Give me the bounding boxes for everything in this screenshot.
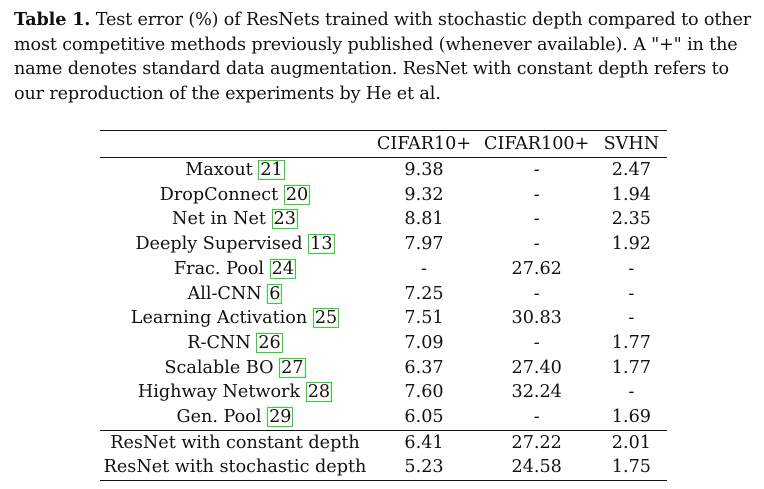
method-name: ResNet with stochastic depth (100, 455, 370, 482)
cifar100-value: 27.40 (511, 357, 562, 378)
method-name-cell: Highway Network 28 (100, 380, 370, 405)
cifar100-value: 32.24 (511, 382, 562, 403)
prior-methods-body: Maxout 21 9.38 - 2.47 DropConnect 20 9.32 - 1.9… (100, 158, 667, 431)
svhn-value: 1.77 (611, 332, 651, 353)
table-row: DropConnect 20 9.32 - 1.94 (100, 183, 667, 208)
table-row: Highway Network 28 7.60 32.24 - (100, 380, 667, 405)
method-name: All-CNN (187, 283, 262, 304)
table-row: Gen. Pool 29 6.05 - 1.69 (100, 405, 667, 430)
method-name-cell: Deeply Supervised 13 (100, 232, 370, 257)
cifar10-value: - (421, 258, 427, 279)
citation-link[interactable]: 20 (283, 184, 311, 205)
table-row: Deeply Supervised 13 7.97 - 1.92 (100, 232, 667, 257)
cifar10-value: 9.38 (404, 160, 444, 180)
header-cifar10: CIFAR10+ (370, 130, 478, 158)
method-name: Deeply Supervised (135, 234, 303, 255)
method-name: ResNet with constant depth (100, 429, 370, 456)
method-name-cell: Learning Activation 25 (100, 306, 370, 331)
caption-label: Table 1. (14, 9, 91, 30)
citation-link[interactable]: 23 (271, 209, 298, 230)
cifar100-value: 30.83 (511, 308, 562, 329)
table-row: Net in Net 23 8.81 - 2.35 (100, 207, 667, 232)
method-name-cell: Frac. Pool 24 (100, 257, 370, 282)
caption-text: Test error (%) of ResNets trained with s… (14, 10, 751, 104)
citation-link[interactable]: 13 (308, 234, 335, 255)
citation-link[interactable]: 29 (267, 407, 294, 428)
table-row: All-CNN 6 7.25 - - (100, 282, 667, 307)
citation-link[interactable]: 24 (269, 258, 297, 279)
cifar10-value: 8.81 (404, 209, 444, 230)
method-name-cell: DropConnect 20 (100, 183, 370, 208)
table-row: ResNet with constant depth 6.41 27.22 2.01 (100, 429, 668, 456)
method-name-cell: Net in Net 23 (100, 207, 370, 232)
method-name-cell: Gen. Pool 29 (100, 405, 370, 430)
cifar100-value: - (533, 332, 540, 353)
svhn-value: - (628, 308, 635, 329)
method-name: Scalable BO (164, 357, 274, 378)
table-row: Scalable BO 27 6.37 27.40 1.77 (100, 356, 667, 381)
results-table: CIFAR10+ CIFAR100+ SVHN Maxout 21 9.38 - 2.… (100, 130, 668, 482)
method-name-cell: R-CNN 26 (100, 331, 370, 356)
table-caption: Table 1. Test error (%) of ResNets train… (14, 8, 754, 106)
cifar10-value: 7.97 (404, 234, 444, 255)
table-header-row: CIFAR10+ CIFAR100+ SVHN (100, 130, 668, 158)
header-method (100, 130, 370, 158)
svhn-value: - (628, 258, 635, 279)
cifar10-value: 6.37 (404, 357, 444, 378)
header-svhn: SVHN (595, 130, 668, 158)
cifar10-value: 9.32 (404, 184, 444, 205)
cifar100-value: - (533, 209, 540, 230)
cifar10-value: 5.23 (370, 455, 478, 482)
svhn-value: - (628, 283, 635, 304)
method-name: Highway Network (137, 382, 301, 403)
table-row: Maxout 21 9.38 - 2.47 (100, 158, 667, 183)
citation-link[interactable]: 28 (305, 382, 333, 403)
method-name: DropConnect (159, 184, 279, 205)
cifar10-value: 7.60 (404, 382, 444, 403)
svhn-value: 2.47 (611, 160, 651, 180)
method-name: Frac. Pool (173, 258, 265, 279)
our-methods-body: ResNet with constant depth 6.41 27.22 2.01 R… (100, 429, 668, 482)
table-row: Learning Activation 25 7.51 30.83 - (100, 306, 667, 331)
cifar10-value: 7.25 (404, 283, 444, 304)
method-name: Net in Net (172, 209, 266, 230)
method-name-cell: All-CNN 6 (100, 282, 370, 307)
cifar100-value: - (533, 407, 540, 428)
cifar100-value: 27.62 (511, 258, 562, 279)
svhn-value: 1.69 (611, 407, 651, 428)
method-name-cell: Maxout 21 (100, 158, 370, 183)
citation-link[interactable]: 25 (312, 308, 340, 329)
cifar100-value: 24.58 (478, 455, 596, 482)
cifar10-value: 6.05 (404, 407, 444, 428)
svhn-value: - (628, 382, 635, 403)
svhn-value: 1.94 (611, 184, 651, 205)
svhn-value: 1.77 (611, 357, 651, 378)
method-name-cell: Scalable BO 27 (100, 356, 370, 381)
cifar10-value: 7.51 (404, 308, 444, 329)
citation-link[interactable]: 26 (256, 332, 283, 353)
method-name: Learning Activation (130, 308, 308, 329)
cifar100-value: 27.22 (478, 429, 596, 456)
cifar100-value: - (533, 283, 540, 304)
method-name: Maxout (185, 160, 253, 180)
header-cifar100: CIFAR100+ (478, 130, 596, 158)
cifar100-value: - (533, 160, 540, 180)
citation-link[interactable]: 21 (258, 160, 285, 180)
cifar10-value: 6.41 (370, 429, 478, 456)
table-row: Frac. Pool 24 - 27.62 - (100, 257, 667, 282)
cifar100-value: - (533, 234, 540, 255)
cifar10-value: 7.09 (404, 332, 444, 353)
citation-link[interactable]: 6 (267, 283, 283, 304)
method-name: Gen. Pool (176, 407, 262, 428)
svhn-value: 2.01 (595, 429, 668, 456)
svhn-value: 1.75 (595, 455, 668, 482)
method-name: R-CNN (187, 332, 251, 353)
svhn-value: 2.35 (611, 209, 651, 230)
table-row: R-CNN 26 7.09 - 1.77 (100, 331, 667, 356)
table-row: ResNet with stochastic depth 5.23 24.58 1.7… (100, 455, 668, 482)
svhn-value: 1.92 (611, 234, 651, 255)
citation-link[interactable]: 27 (279, 357, 306, 378)
cifar100-value: - (533, 184, 540, 205)
